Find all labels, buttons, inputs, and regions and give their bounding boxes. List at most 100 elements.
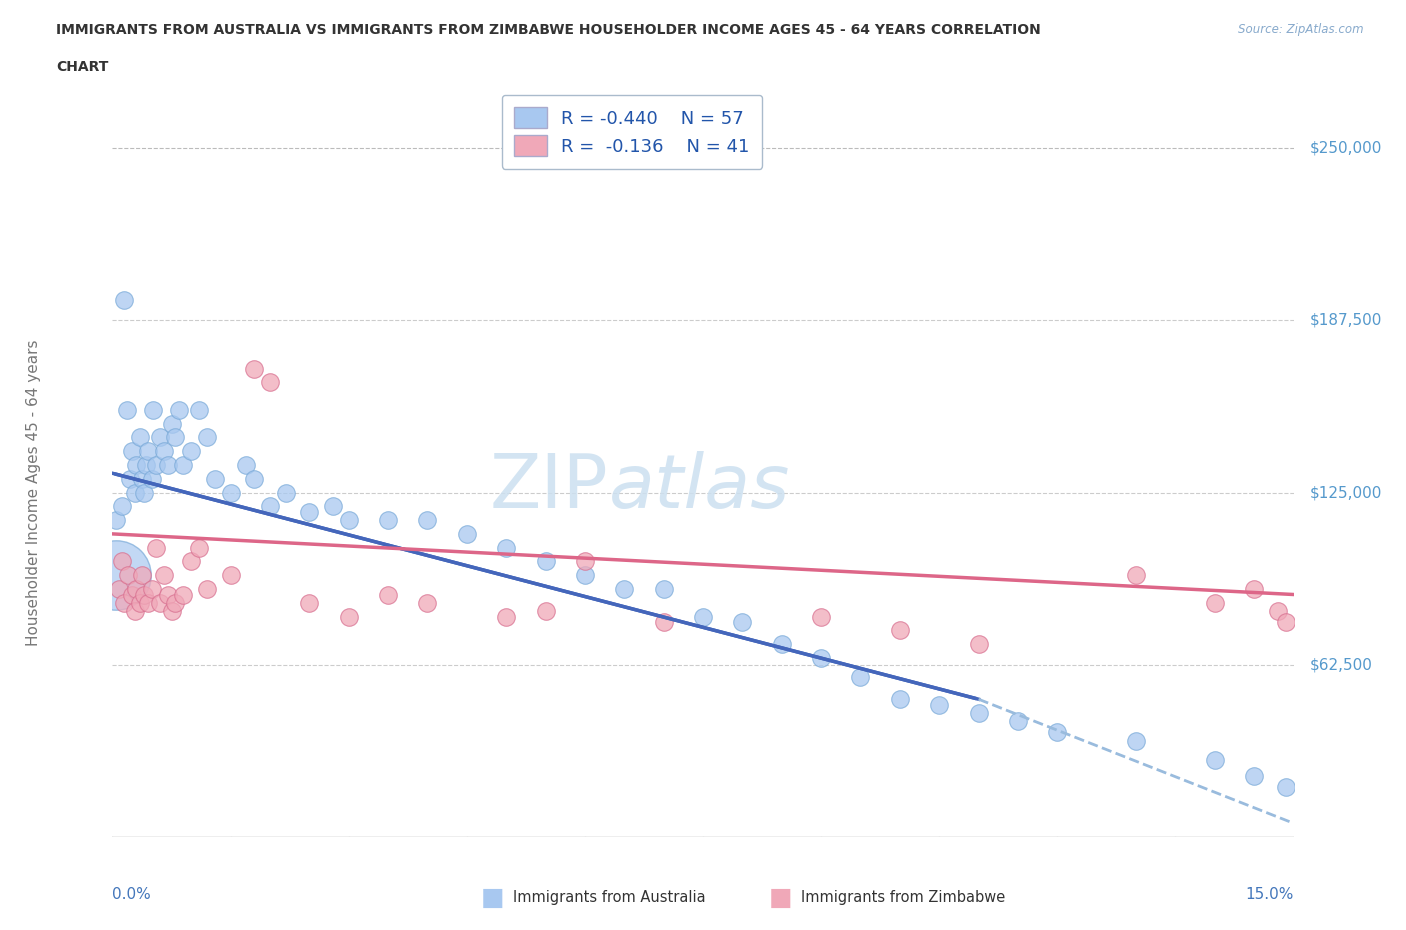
Point xyxy=(1204,595,1226,610)
Point xyxy=(172,587,194,602)
Point xyxy=(810,609,832,624)
Point xyxy=(124,485,146,500)
Point xyxy=(337,609,360,624)
Point xyxy=(111,554,134,569)
Point xyxy=(129,430,152,445)
Point xyxy=(652,581,675,596)
Point xyxy=(259,498,281,513)
Point xyxy=(180,444,202,458)
Point xyxy=(416,595,439,610)
Point xyxy=(274,485,297,500)
Point xyxy=(117,568,139,583)
Point xyxy=(534,604,557,618)
Text: $187,500: $187,500 xyxy=(1309,312,1382,328)
Point xyxy=(152,444,174,458)
Point xyxy=(377,512,399,527)
Point xyxy=(124,604,146,618)
Text: $125,000: $125,000 xyxy=(1309,485,1382,500)
Point xyxy=(105,512,128,527)
Point xyxy=(652,615,675,630)
Point xyxy=(692,609,714,624)
Point xyxy=(967,706,990,721)
Text: ■: ■ xyxy=(769,885,792,910)
Point xyxy=(298,595,321,610)
Text: atlas: atlas xyxy=(609,451,790,524)
Point xyxy=(298,504,321,519)
Point xyxy=(1046,724,1069,739)
Point xyxy=(188,403,211,418)
Point xyxy=(574,568,596,583)
Point xyxy=(118,472,141,486)
Point xyxy=(145,458,167,472)
Point xyxy=(145,540,167,555)
Point xyxy=(160,417,183,432)
Point xyxy=(495,540,517,555)
Point xyxy=(613,581,636,596)
Point xyxy=(105,568,128,583)
Point xyxy=(156,587,179,602)
Point xyxy=(219,485,242,500)
Point xyxy=(1274,780,1296,795)
Point xyxy=(112,292,135,307)
Text: CHART: CHART xyxy=(56,60,108,74)
Point xyxy=(152,568,174,583)
Point xyxy=(132,587,155,602)
Point xyxy=(456,526,478,541)
Point xyxy=(160,604,183,618)
Point xyxy=(125,458,148,472)
Point xyxy=(156,458,179,472)
Point xyxy=(1267,604,1289,618)
Point xyxy=(243,472,266,486)
Point xyxy=(810,650,832,665)
Point xyxy=(115,403,138,418)
Point xyxy=(1125,733,1147,748)
Point xyxy=(889,692,911,707)
Point xyxy=(1274,615,1296,630)
Point xyxy=(169,403,191,418)
Text: ■: ■ xyxy=(481,885,503,910)
Point xyxy=(180,554,202,569)
Point xyxy=(195,430,218,445)
Point xyxy=(136,595,159,610)
Point xyxy=(204,472,226,486)
Point xyxy=(135,458,157,472)
Text: $62,500: $62,500 xyxy=(1309,658,1372,672)
Point xyxy=(141,472,163,486)
Point xyxy=(142,403,165,418)
Point xyxy=(495,609,517,624)
Point xyxy=(188,540,211,555)
Point xyxy=(259,375,281,390)
Point xyxy=(107,581,129,596)
Point xyxy=(121,587,143,602)
Point xyxy=(149,430,172,445)
Point xyxy=(219,568,242,583)
Point xyxy=(112,595,135,610)
Point xyxy=(129,595,152,610)
Text: 0.0%: 0.0% xyxy=(112,886,152,901)
Text: ZIP: ZIP xyxy=(489,451,609,524)
Point xyxy=(731,615,754,630)
Point xyxy=(131,568,153,583)
Point xyxy=(770,637,793,652)
Point xyxy=(1204,752,1226,767)
Point xyxy=(337,512,360,527)
Text: Householder Income Ages 45 - 64 years: Householder Income Ages 45 - 64 years xyxy=(27,339,41,645)
Point xyxy=(125,581,148,596)
Text: Source: ZipAtlas.com: Source: ZipAtlas.com xyxy=(1239,23,1364,36)
Point xyxy=(1007,714,1029,729)
Point xyxy=(849,670,872,684)
Point xyxy=(132,485,155,500)
Text: Immigrants from Australia: Immigrants from Australia xyxy=(513,890,706,905)
Point xyxy=(1243,769,1265,784)
Text: $250,000: $250,000 xyxy=(1309,140,1382,155)
Point xyxy=(165,595,187,610)
Point xyxy=(111,498,134,513)
Point xyxy=(165,430,187,445)
Point xyxy=(377,587,399,602)
Point xyxy=(416,512,439,527)
Point xyxy=(121,444,143,458)
Point xyxy=(136,444,159,458)
Point xyxy=(149,595,172,610)
Point xyxy=(534,554,557,569)
Point xyxy=(195,581,218,596)
